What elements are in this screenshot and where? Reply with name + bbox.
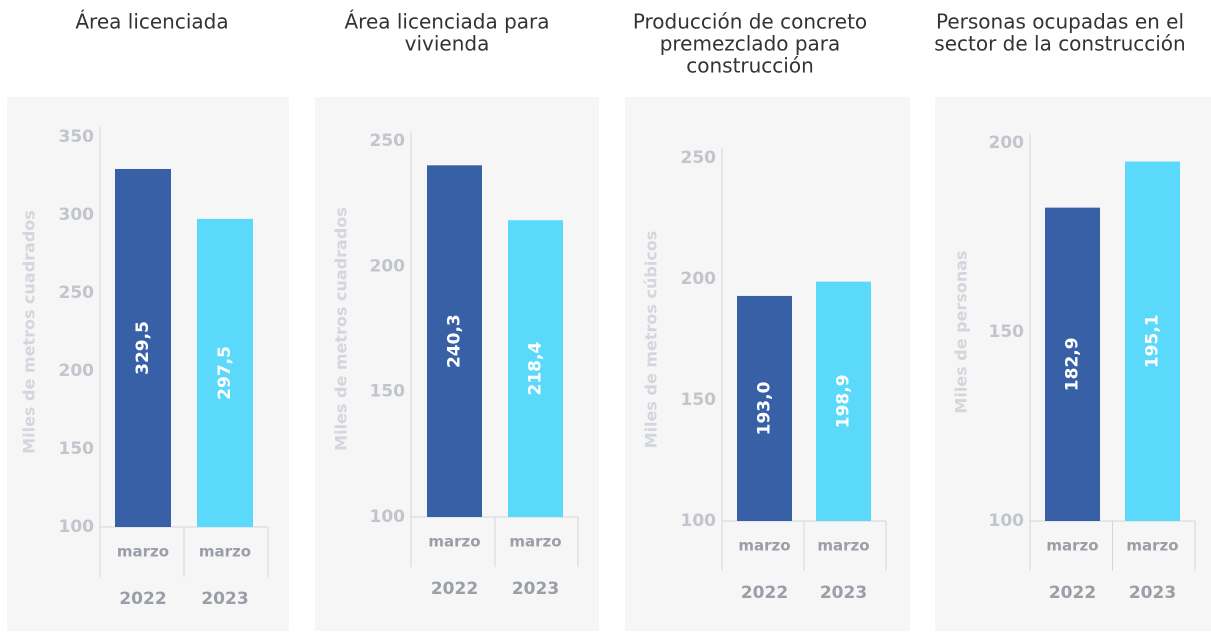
year-label: 2022: [741, 583, 788, 603]
x-tick-label: marzo: [738, 537, 790, 555]
x-tick-label: marzo: [428, 533, 480, 551]
bar: [1125, 161, 1180, 521]
x-tick-label: marzo: [117, 543, 169, 561]
y-tick-label: 100: [59, 517, 95, 537]
x-tick-label: marzo: [1046, 537, 1098, 555]
bar: [115, 168, 171, 528]
y-tick-label: 150: [989, 322, 1025, 342]
bar: [427, 165, 482, 517]
y-tick-label: 150: [59, 439, 95, 459]
y-tick-label: 100: [370, 507, 406, 527]
data-label: 240,3: [445, 314, 465, 368]
chart-title: Producción de concreto: [633, 10, 867, 34]
data-label: 182,9: [1063, 337, 1083, 391]
chart-title: Personas ocupadas en el: [936, 10, 1184, 34]
year-label: 2023: [201, 589, 248, 609]
year-label: 2023: [820, 583, 867, 603]
y-tick-label: 250: [370, 131, 406, 151]
chart-title: construcción: [686, 54, 814, 78]
x-tick-label: marzo: [817, 537, 869, 555]
bar: [816, 281, 871, 521]
data-label: 198,9: [834, 374, 854, 428]
x-tick-label: marzo: [509, 533, 561, 551]
y-tick-label: 200: [989, 133, 1025, 153]
y-axis-label: Miles de metros cúbicos: [642, 231, 661, 449]
year-label: 2022: [119, 589, 166, 609]
chart-title: sector de la construcción: [934, 32, 1185, 56]
x-tick-label: marzo: [1126, 537, 1178, 555]
y-tick-label: 150: [681, 390, 717, 410]
bar: [737, 295, 792, 521]
y-tick-label: 200: [681, 269, 717, 289]
year-label: 2023: [1129, 583, 1176, 603]
y-tick-label: 150: [370, 382, 406, 402]
bar: [1045, 207, 1100, 521]
y-tick-label: 250: [681, 148, 717, 168]
data-label: 193,0: [755, 381, 775, 435]
year-label: 2022: [431, 579, 478, 599]
y-axis-label: Miles de metros cuadrados: [20, 210, 39, 454]
y-tick-label: 200: [59, 361, 95, 381]
y-axis-label: Miles de metros cuadrados: [332, 207, 351, 451]
y-tick-label: 250: [59, 283, 95, 303]
data-label: 195,1: [1143, 314, 1163, 368]
chart-title: premezclado para: [660, 32, 841, 56]
year-label: 2022: [1049, 583, 1096, 603]
y-tick-label: 300: [59, 205, 95, 225]
chart-title: Área licenciada: [75, 10, 228, 34]
y-axis-label: Miles de personas: [952, 250, 971, 413]
year-label: 2023: [512, 579, 559, 599]
chart-title: vivienda: [405, 32, 490, 56]
bar: [197, 218, 253, 527]
y-tick-label: 100: [681, 511, 717, 531]
data-label: 329,5: [133, 321, 153, 375]
x-tick-label: marzo: [199, 543, 251, 561]
y-tick-label: 100: [989, 511, 1025, 531]
data-label: 218,4: [526, 342, 546, 396]
y-tick-label: 200: [370, 256, 406, 276]
y-tick-label: 350: [59, 127, 95, 147]
chart-title: Área licenciada para: [344, 10, 549, 34]
bar: [508, 220, 563, 517]
data-label: 297,5: [215, 346, 235, 400]
